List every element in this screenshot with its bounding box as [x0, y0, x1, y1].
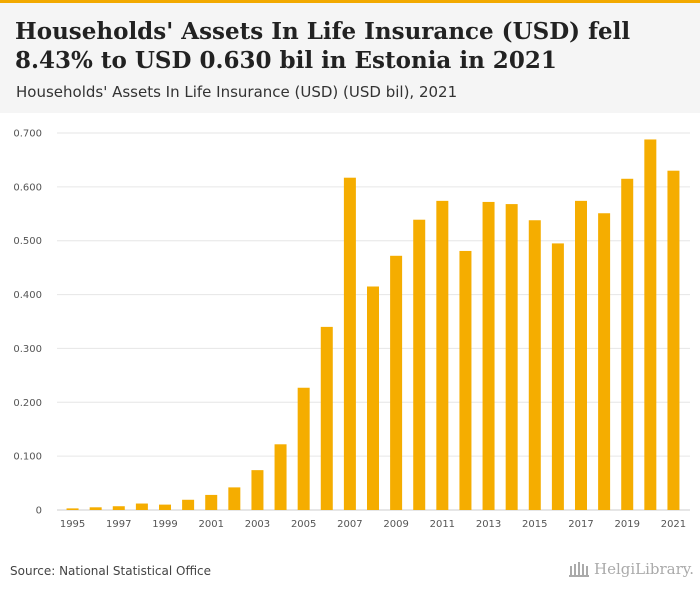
x-tick-label: 2007 [337, 519, 362, 530]
bar-2009[interactable] [390, 255, 403, 510]
x-tick-label: 2005 [291, 519, 316, 530]
x-tick-label: 2013 [476, 519, 501, 530]
bar-2012[interactable] [459, 250, 472, 510]
bar-2020[interactable] [644, 139, 657, 510]
bar-2021[interactable] [667, 170, 680, 510]
bar-2006[interactable] [320, 326, 333, 510]
bar-2002[interactable] [228, 487, 241, 510]
bar-2007[interactable] [343, 177, 356, 511]
y-tick-label: 0.600 [13, 182, 42, 193]
x-tick-label: 2017 [568, 519, 593, 530]
bar-2000[interactable] [182, 499, 195, 510]
library-icon [569, 562, 589, 577]
x-axis-ticks: 1995 1997 1999 2001 2003 2005 2007 2009 2011 2013… [60, 519, 686, 530]
bar-2014[interactable] [505, 204, 518, 510]
bar-1997[interactable] [112, 506, 125, 510]
bar-2013[interactable] [482, 201, 495, 510]
bar-2003[interactable] [251, 470, 264, 510]
y-tick-label: 0.200 [13, 398, 42, 409]
x-tick-label: 2015 [522, 519, 547, 530]
chart-header: Households' Assets In Life Insurance (US… [0, 3, 700, 113]
bar-1998[interactable] [135, 503, 148, 510]
bar-2010[interactable] [413, 219, 426, 510]
bar-2015[interactable] [528, 220, 541, 510]
y-tick-label: 0.500 [13, 236, 42, 247]
y-axis-ticks: 0 0.100 0.200 0.300 0.400 0.500 0.600 0.700 [13, 129, 42, 517]
bar-1999[interactable] [159, 504, 171, 510]
bar-2004[interactable] [274, 444, 287, 510]
bar-2001[interactable] [205, 494, 218, 510]
x-tick-label: 2003 [245, 519, 270, 530]
bar-1996[interactable] [89, 507, 102, 510]
x-tick-label: 2019 [614, 519, 639, 530]
source-note: Source: National Statistical Office [10, 564, 212, 578]
chart-title: Households' Assets In Life Insurance (US… [15, 18, 631, 74]
brand-name: HelgiLibrary. [594, 560, 695, 578]
accent-top-rule [0, 0, 700, 3]
y-tick-label: 0.400 [13, 290, 42, 301]
y-tick-label: 0.300 [13, 344, 42, 355]
y-tick-label: 0 [36, 506, 42, 517]
bar-chart: 0 0.100 0.200 0.300 0.400 0.500 0.600 0.700 199… [13, 129, 690, 530]
y-tick-label: 0.700 [13, 129, 42, 140]
x-tick-label: 2009 [383, 519, 408, 530]
bars [66, 139, 680, 511]
x-tick-label: 2001 [198, 519, 223, 530]
x-tick-label: 1995 [60, 519, 85, 530]
bar-2008[interactable] [367, 286, 379, 510]
bar-2019[interactable] [621, 178, 634, 510]
bar-2018[interactable] [598, 213, 611, 511]
chart-subtitle: Households' Assets In Life Insurance (US… [16, 83, 458, 101]
y-tick-label: 0.100 [13, 452, 42, 463]
brand-logo[interactable]: HelgiLibrary. [568, 560, 694, 578]
bar-2016[interactable] [551, 243, 564, 510]
x-tick-label: 2011 [430, 519, 455, 530]
bar-2017[interactable] [575, 200, 587, 511]
bar-2011[interactable] [436, 200, 449, 511]
bar-2005[interactable] [297, 387, 310, 510]
x-tick-label: 1999 [152, 519, 177, 530]
x-tick-label: 1997 [106, 519, 131, 530]
bar-1995[interactable] [66, 508, 79, 510]
x-tick-label: 2021 [661, 519, 686, 530]
